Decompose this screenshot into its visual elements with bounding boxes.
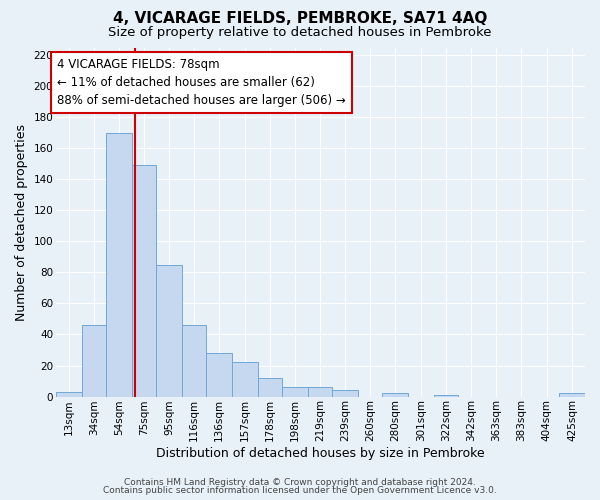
Bar xyxy=(106,133,132,396)
Bar xyxy=(382,394,408,396)
Y-axis label: Number of detached properties: Number of detached properties xyxy=(15,124,28,320)
Bar xyxy=(182,325,206,396)
Bar xyxy=(206,353,232,397)
X-axis label: Distribution of detached houses by size in Pembroke: Distribution of detached houses by size … xyxy=(156,447,485,460)
Bar xyxy=(156,264,182,396)
Bar xyxy=(434,395,458,396)
Bar xyxy=(257,378,282,396)
Bar xyxy=(82,325,106,396)
Text: Size of property relative to detached houses in Pembroke: Size of property relative to detached ho… xyxy=(108,26,492,39)
Bar xyxy=(559,394,585,396)
Bar xyxy=(56,392,82,396)
Text: Contains HM Land Registry data © Crown copyright and database right 2024.: Contains HM Land Registry data © Crown c… xyxy=(124,478,476,487)
Bar xyxy=(132,166,156,396)
Bar xyxy=(332,390,358,396)
Bar xyxy=(308,387,332,396)
Bar xyxy=(282,387,308,396)
Text: 4, VICARAGE FIELDS, PEMBROKE, SA71 4AQ: 4, VICARAGE FIELDS, PEMBROKE, SA71 4AQ xyxy=(113,11,487,26)
Bar xyxy=(232,362,257,396)
Text: 4 VICARAGE FIELDS: 78sqm
← 11% of detached houses are smaller (62)
88% of semi-d: 4 VICARAGE FIELDS: 78sqm ← 11% of detach… xyxy=(58,58,346,108)
Text: Contains public sector information licensed under the Open Government Licence v3: Contains public sector information licen… xyxy=(103,486,497,495)
